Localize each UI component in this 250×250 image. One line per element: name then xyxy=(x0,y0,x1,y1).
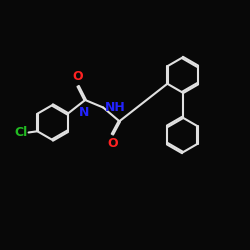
Text: NH: NH xyxy=(105,101,126,114)
Text: Cl: Cl xyxy=(14,126,27,139)
Text: O: O xyxy=(107,137,118,150)
Text: N: N xyxy=(79,106,89,118)
Text: O: O xyxy=(73,70,84,83)
